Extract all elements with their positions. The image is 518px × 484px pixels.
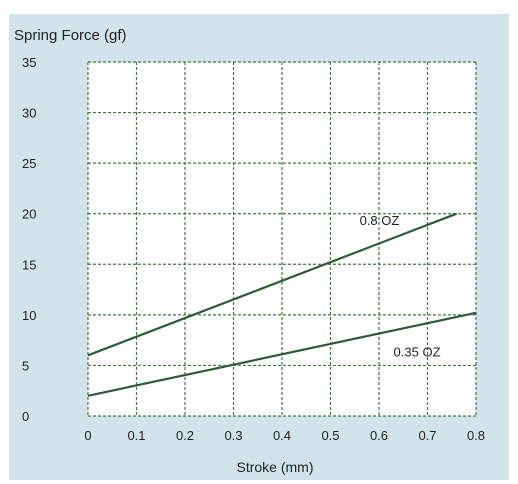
y-axis-label: Spring Force (gf) xyxy=(14,27,127,44)
series-line-1 xyxy=(87,311,477,397)
x-tick-label-0: 0 xyxy=(84,428,91,443)
series-label-layer: 0.8 OZ 0.35 OZ xyxy=(360,213,441,359)
x-tick-label-2: 0.2 xyxy=(176,428,194,443)
x-tick-label-7: 0.7 xyxy=(418,428,436,443)
y-tick-label-7: 35 xyxy=(22,55,36,70)
series-label-1: 0.35 OZ xyxy=(394,344,441,359)
series-label-0: 0.8 OZ xyxy=(360,213,400,228)
x-tick-label-5: 0.5 xyxy=(321,428,339,443)
tick-layer: 0 0.1 0.2 0.3 0.4 0.5 0.6 0.7 0.8 0 5 10 15 20 25 30 35 xyxy=(22,55,485,443)
y-tick-label-0: 0 xyxy=(22,409,29,424)
x-tick-label-1: 0.1 xyxy=(127,428,145,443)
y-tick-label-1: 5 xyxy=(22,358,29,373)
x-tick-label-4: 0.4 xyxy=(273,428,291,443)
x-axis-label: Stroke (mm) xyxy=(237,459,314,475)
series-layer xyxy=(87,212,477,397)
y-tick-label-5: 25 xyxy=(22,156,36,171)
x-tick-label-3: 0.3 xyxy=(224,428,242,443)
y-tick-label-2: 10 xyxy=(22,308,36,323)
y-tick-label-4: 20 xyxy=(22,207,36,222)
x-tick-label-8: 0.8 xyxy=(467,428,485,443)
grid-layer xyxy=(87,61,477,417)
y-tick-label-3: 15 xyxy=(22,257,36,272)
series-line-0 xyxy=(87,212,457,357)
x-tick-label-6: 0.6 xyxy=(370,428,388,443)
y-tick-label-6: 30 xyxy=(22,106,36,121)
